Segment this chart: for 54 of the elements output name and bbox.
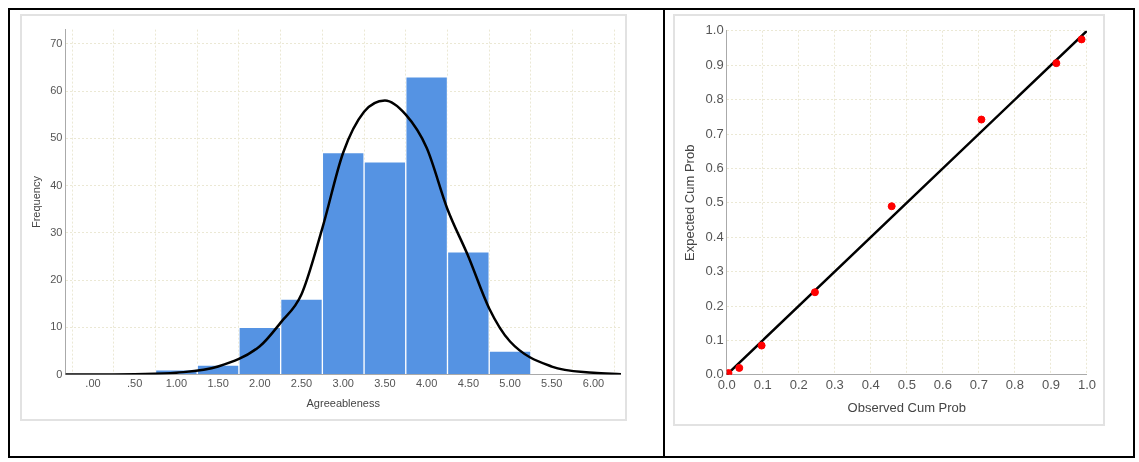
point <box>977 115 986 124</box>
y-tick-label: 0.8 <box>705 91 724 107</box>
y-tick-label: 1.0 <box>705 22 724 38</box>
x-tick-label: 0.7 <box>969 377 988 393</box>
x-tick-label: 5.00 <box>499 377 521 390</box>
y-tick-label: 30 <box>50 225 63 238</box>
x-tick-label: 1.00 <box>165 377 188 390</box>
y-tick-label: 0 <box>56 367 63 380</box>
y-tick-label: 70 <box>50 36 63 49</box>
x-axis-title: Agreeableness <box>306 397 381 410</box>
x-tick-label: 0.9 <box>1041 377 1060 393</box>
x-tick-label: 2.50 <box>290 377 313 390</box>
x-tick-label: 0.6 <box>933 377 952 393</box>
y-tick-label: 0.3 <box>705 263 724 279</box>
x-tick-label: 4.00 <box>415 377 438 390</box>
x-tick-label: 0.1 <box>753 377 772 393</box>
y-tick-label: 60 <box>50 84 63 97</box>
x-tick-label: 5.50 <box>541 377 563 390</box>
y-tick-label: 0.4 <box>705 228 724 244</box>
y-tick-label: 0.2 <box>705 297 724 313</box>
point <box>887 202 896 211</box>
y-tick-label: 50 <box>50 131 63 144</box>
y-axis-title: Expected Cum Prob <box>682 144 698 261</box>
y-tick-label: 0.5 <box>705 194 724 210</box>
x-axis-title: Observed Cum Prob <box>847 399 967 415</box>
x-tick-label: 4.50 <box>457 377 480 390</box>
x-tick-label: 0.3 <box>825 377 844 393</box>
y-tick-label: 10 <box>50 320 63 333</box>
x-tick-label: .00 <box>85 377 101 390</box>
y-tick-label: 0.7 <box>705 125 724 141</box>
x-tick-label: 1.50 <box>207 377 229 390</box>
x-tick-label: 0.5 <box>897 377 916 393</box>
x-tick-label: 3.50 <box>374 377 396 390</box>
point <box>810 288 819 297</box>
y-tick-label: 0.9 <box>705 56 724 72</box>
x-tick-label: 0.2 <box>789 377 808 393</box>
x-tick-label: 0.0 <box>717 377 736 393</box>
point <box>726 369 733 375</box>
x-tick-label: 2.00 <box>249 377 271 390</box>
point <box>1077 35 1086 44</box>
y-axis-title: Frequency <box>29 175 42 229</box>
point <box>757 341 766 350</box>
x-tick-label: 6.00 <box>582 377 605 390</box>
y-tick-label: 0.6 <box>705 159 724 175</box>
y-tick-label: 20 <box>50 273 63 286</box>
point <box>1052 59 1061 68</box>
x-tick-label: 3.00 <box>332 377 354 390</box>
y-tick-label: 40 <box>50 178 63 191</box>
x-tick-label: .50 <box>127 377 143 390</box>
x-tick-label: 0.8 <box>1005 377 1024 393</box>
x-tick-label: 0.4 <box>861 377 880 393</box>
x-tick-label: 1.0 <box>1077 377 1096 393</box>
y-tick-label: 0.1 <box>705 331 724 347</box>
point <box>735 363 744 372</box>
